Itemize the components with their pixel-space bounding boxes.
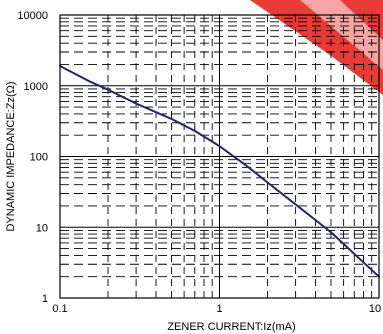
chart-grid [59,15,379,299]
impedance-curve [59,65,380,278]
x-tick-label: 10 [369,303,381,315]
x-axis-label: ZENER CURRENT:Iz(mA) [167,321,295,333]
watermark-gap [300,0,383,70]
y-tick-label: 100 [30,152,48,164]
x-tick-label: 0.1 [52,303,67,315]
y-tick-label: 1000 [24,81,48,93]
x-tick-labels: 0.1 1 10 [52,303,381,315]
y-tick-label: 10 [36,222,48,234]
y-tick-labels: 1 10 100 1000 10000 [17,10,48,305]
chart-series [59,65,380,278]
y-axis-label: DYNAMIC IMPEDANCE:Zz(Ω) [5,81,17,231]
y-tick-label: 1 [42,293,48,305]
x-tick-label: 1 [216,303,222,315]
watermark-logo [250,0,383,95]
y-tick-label: 10000 [17,10,48,22]
plot-frame [59,14,380,299]
